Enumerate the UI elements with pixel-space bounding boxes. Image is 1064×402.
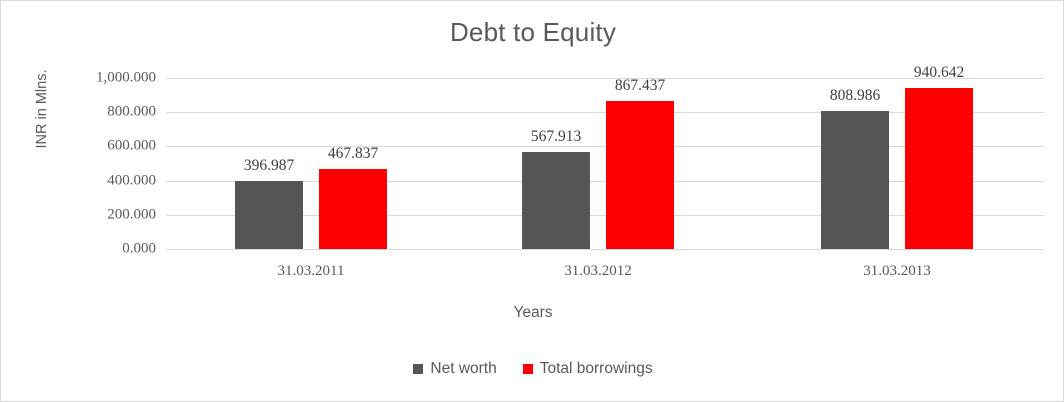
legend-label: Net worth [430, 360, 497, 377]
y-axis-tick-label: 0.000 [122, 240, 156, 257]
legend-swatch-icon [413, 364, 424, 374]
y-axis-title: INR in Mlns. [34, 69, 50, 149]
bar-total-borrowings-31.03.2012 [606, 100, 674, 249]
x-axis-category-label: 31.03.2013 [863, 263, 931, 279]
y-axis-tick-label: 1,000.000 [96, 69, 156, 86]
chart-legend: Net worth Total borrowings [1, 360, 1063, 378]
x-axis-title: Years [513, 304, 553, 321]
x-axis-line [166, 249, 1044, 250]
y-axis-tick-label: 800.000 [107, 103, 156, 120]
bar-net-worth-31.03.2011 [235, 181, 303, 249]
gridline [166, 112, 1044, 114]
bar-total-borrowings-31.03.2011 [319, 168, 387, 249]
bar-value-label: 940.642 [913, 64, 965, 82]
y-axis-tick-label: 600.000 [107, 137, 156, 154]
legend-label: Total borrowings [539, 360, 653, 377]
y-axis-tick-labels: 1,000.000 800.000 600.000 400.000 200.000 0.0… [56, 63, 156, 259]
bar-net-worth-31.03.2013 [821, 110, 889, 249]
legend-item-total-borrowings[interactable]: Total borrowings [522, 360, 653, 378]
gridline [166, 214, 1044, 216]
chart-title: Debt to Equity [449, 17, 617, 47]
bar-value-label: 567.913 [530, 127, 582, 145]
bar-value-label: 396.987 [243, 157, 295, 175]
legend-item-net-worth[interactable]: Net worth [413, 360, 497, 378]
y-axis-tick-label: 200.000 [107, 206, 156, 223]
bar-value-label: 867.437 [614, 76, 666, 94]
bar-value-label: 808.986 [829, 86, 881, 104]
bar-value-label: 467.837 [327, 144, 379, 162]
y-axis-tick-label: 400.000 [107, 172, 156, 189]
gridline [166, 146, 1044, 148]
bar-net-worth-31.03.2012 [522, 151, 590, 249]
x-axis-category-label: 31.03.2012 [564, 263, 632, 279]
gridline [166, 180, 1044, 182]
bar-total-borrowings-31.03.2013 [905, 88, 973, 249]
gridline [166, 78, 1044, 79]
x-axis-category-label: 31.03.2011 [277, 263, 345, 279]
legend-swatch-icon [522, 364, 533, 374]
